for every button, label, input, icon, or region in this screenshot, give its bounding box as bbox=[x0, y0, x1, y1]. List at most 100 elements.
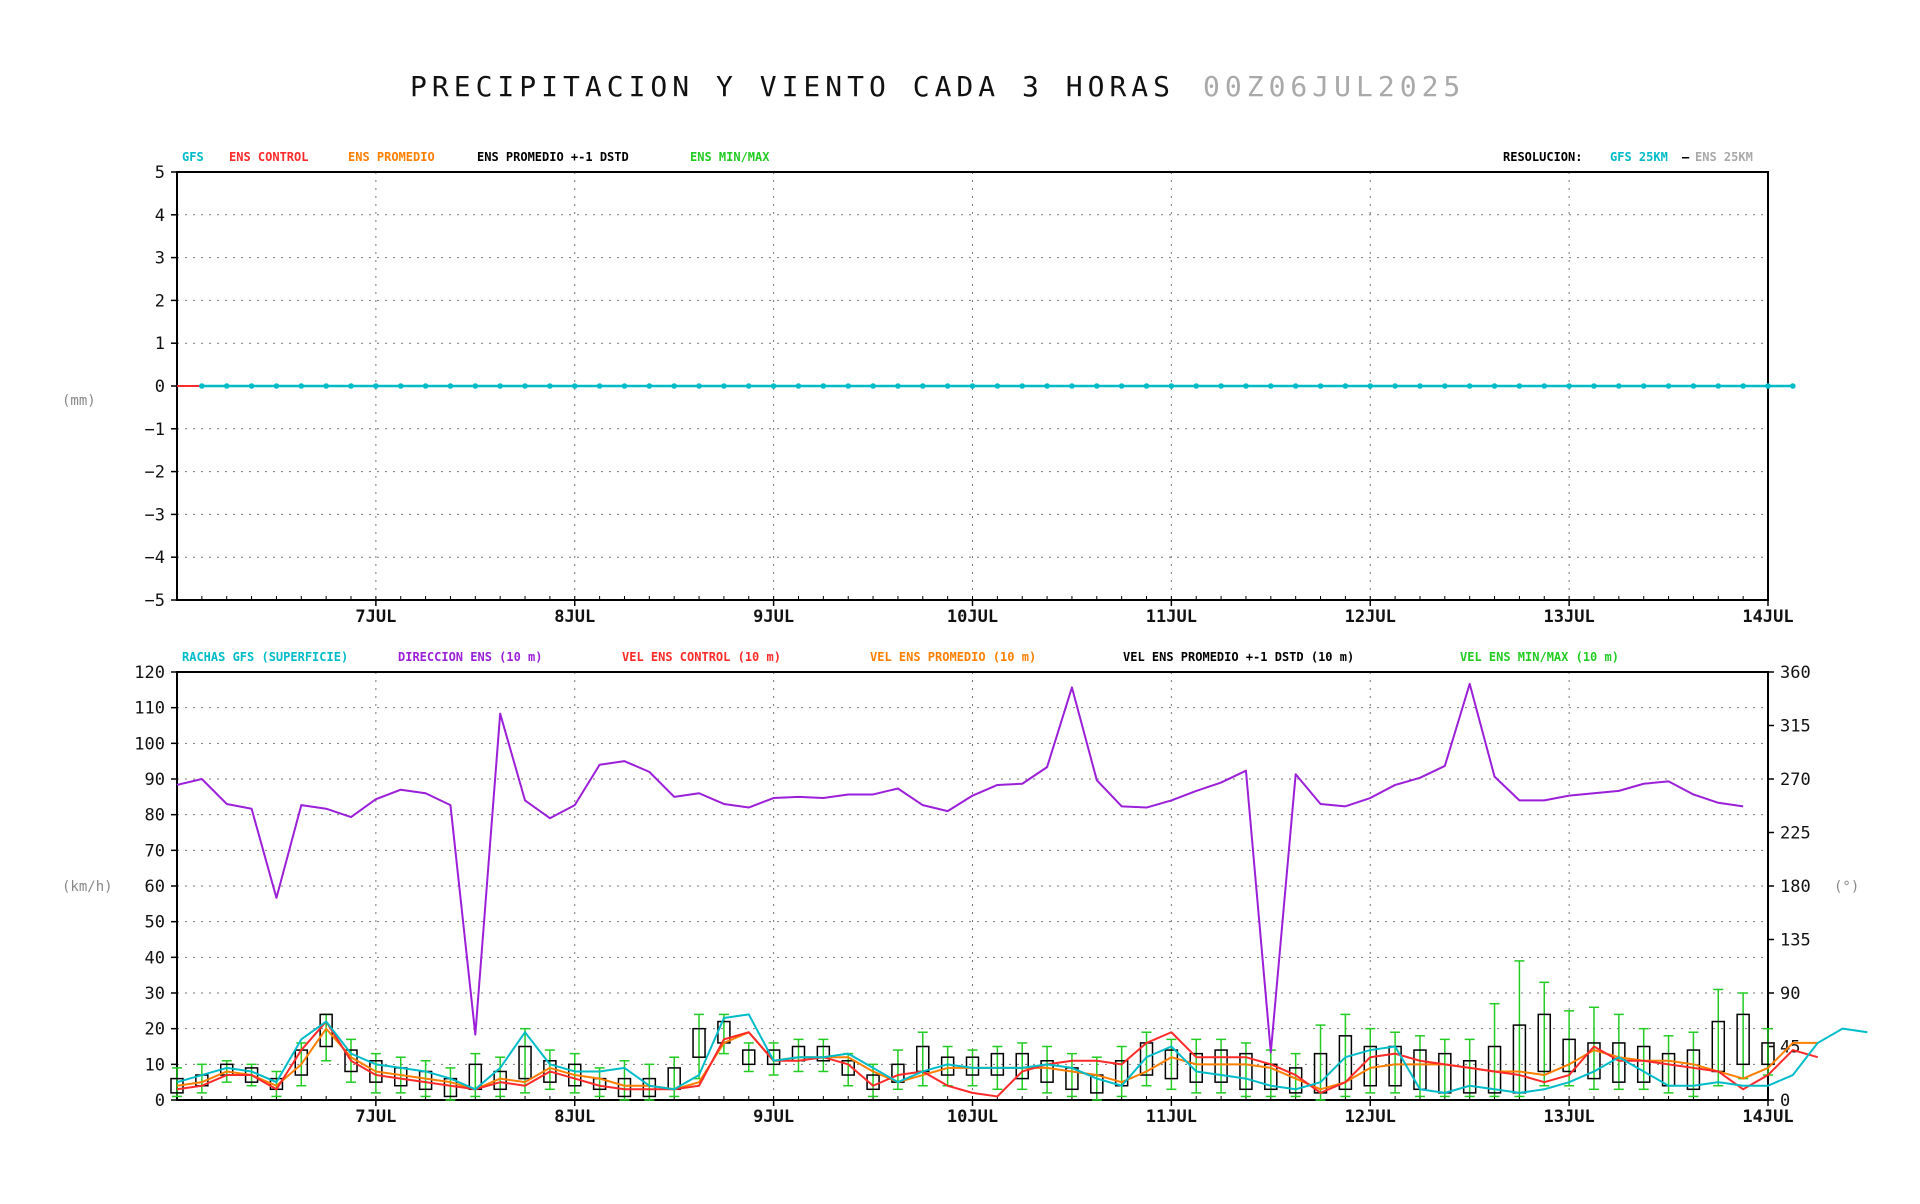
gfs-precip-point bbox=[1342, 383, 1349, 389]
std-box bbox=[1164, 1049, 1179, 1080]
gfs-precip-point bbox=[1044, 383, 1050, 389]
legend-ens-std: ENS PROMEDIO +-1 DSTD bbox=[477, 150, 629, 164]
y-tick-label: −5 bbox=[145, 591, 165, 611]
std-box bbox=[1189, 1052, 1203, 1083]
gfs-precip-point bbox=[795, 383, 802, 389]
y-tick-label: 60 bbox=[145, 877, 165, 897]
vel-control-line bbox=[176, 1020, 1818, 1098]
y-right-tick-label: 135 bbox=[1780, 931, 1811, 951]
gfs-precip-point bbox=[895, 383, 901, 389]
precipitation-panel: 5 4 3 2 1 0 −1 −2 −3 −4 −5 7JUL 8JUL 9JUL 10JUL 11JUL 12… bbox=[145, 163, 1796, 627]
gfs-precip-point bbox=[1790, 383, 1796, 389]
std-box bbox=[1537, 1013, 1552, 1073]
std-box bbox=[1612, 1042, 1626, 1083]
gfs-precip-point bbox=[820, 383, 827, 389]
wind-unit-label: (km/h) bbox=[62, 879, 113, 895]
gfs-precip-point bbox=[1715, 383, 1722, 389]
x-tick-label: 12JUL bbox=[1345, 607, 1396, 627]
gfs-precip-point bbox=[1143, 383, 1150, 389]
std-box bbox=[1761, 1042, 1775, 1066]
y-right-tick-label: 225 bbox=[1780, 824, 1811, 844]
gfs-precip-point bbox=[373, 383, 379, 389]
x-tick-label: 13JUL bbox=[1544, 607, 1595, 627]
gfs-precip-point bbox=[1690, 383, 1697, 389]
gfs-precip-point bbox=[621, 383, 628, 389]
y-tick-label: 70 bbox=[145, 841, 165, 861]
y-tick-label: 50 bbox=[145, 913, 165, 933]
std-box bbox=[841, 1060, 855, 1076]
gfs-precip-point bbox=[919, 383, 926, 389]
gfs-precip-point bbox=[223, 383, 230, 389]
gfs-precip-point bbox=[397, 383, 404, 389]
y-tick-label: 0 bbox=[155, 1091, 165, 1111]
direction-unit-label: (°) bbox=[1834, 879, 1859, 895]
chart-date: 00Z06JUL2025 bbox=[1203, 70, 1465, 103]
gfs-precip-point bbox=[1665, 383, 1672, 389]
y-right-tick-label: 270 bbox=[1780, 770, 1811, 790]
gfs-precip-point bbox=[199, 383, 205, 389]
gfs-precip-point bbox=[1268, 383, 1274, 389]
y-tick-label: −4 bbox=[145, 548, 165, 568]
x-tick-label: 14JUL bbox=[1742, 1107, 1793, 1127]
std-box bbox=[1562, 1038, 1576, 1073]
legend-resolucion: RESOLUCION: bbox=[1503, 150, 1582, 164]
std-box bbox=[692, 1027, 706, 1058]
gfs-precip-point bbox=[1442, 383, 1448, 389]
gfs-precip-point bbox=[248, 383, 255, 389]
gfs-precip-point bbox=[1765, 383, 1771, 389]
x-tick-label: 9JUL bbox=[753, 607, 794, 627]
x-tick-label: 11JUL bbox=[1146, 607, 1197, 627]
std-box bbox=[1040, 1060, 1054, 1083]
gfs-precip-point bbox=[745, 383, 752, 389]
gfs-precip-point bbox=[547, 383, 553, 389]
x-tick-label: 9JUL bbox=[753, 1107, 794, 1127]
gfs-precip-point bbox=[646, 383, 653, 389]
legend-direccion: DIRECCION ENS (10 m) bbox=[398, 650, 543, 664]
gfs-precip-point bbox=[1243, 383, 1249, 389]
precip-unit-label: (mm) bbox=[62, 393, 96, 409]
std-box bbox=[990, 1052, 1005, 1076]
gfs-precip-point bbox=[1193, 383, 1200, 389]
gfs-precip-point bbox=[1292, 383, 1299, 389]
legend-vel-minmax: VEL ENS MIN/MAX (10 m) bbox=[1460, 650, 1619, 664]
gfs-precip-point bbox=[721, 383, 727, 389]
gfs-precip-point bbox=[969, 383, 976, 389]
gfs-precip-point bbox=[1640, 383, 1647, 389]
legend-ens-minmax: ENS MIN/MAX bbox=[690, 150, 770, 164]
y-tick-label: 90 bbox=[145, 770, 165, 790]
gfs-precip-point bbox=[1392, 383, 1398, 389]
gfs-precip-point bbox=[571, 383, 578, 389]
legend-res-sep: – bbox=[1682, 150, 1690, 164]
y-tick-label: 120 bbox=[134, 663, 165, 683]
gfs-precip-point bbox=[1616, 383, 1622, 389]
legend-gfs: GFS bbox=[182, 150, 204, 164]
y-tick-label: −3 bbox=[145, 505, 165, 525]
gfs-precip-point bbox=[1591, 383, 1597, 389]
x-tick-label: 12JUL bbox=[1345, 1107, 1396, 1127]
gfs-precip-point bbox=[671, 383, 677, 389]
y-right-tick-label: 45 bbox=[1780, 1038, 1800, 1058]
gfs-precip-point bbox=[696, 383, 702, 389]
y-right-tick-label: 0 bbox=[1780, 1091, 1790, 1111]
gfs-precip-point bbox=[348, 383, 354, 389]
rachas-gfs-line bbox=[176, 1013, 1868, 1094]
gfs-precip-point bbox=[1417, 383, 1423, 389]
y-tick-label: 3 bbox=[155, 249, 165, 269]
y-tick-label: 4 bbox=[155, 206, 165, 226]
gfs-precip-point bbox=[1367, 383, 1374, 389]
gfs-precip-point bbox=[770, 383, 777, 389]
y-tick-label: 0 bbox=[155, 377, 165, 397]
y-tick-label: 2 bbox=[155, 291, 165, 311]
legend-vel-std: VEL ENS PROMEDIO +-1 DSTD (10 m) bbox=[1123, 650, 1354, 664]
std-box bbox=[766, 1049, 781, 1066]
x-tick-label: 8JUL bbox=[554, 1107, 595, 1127]
y-right-tick-label: 315 bbox=[1780, 717, 1811, 737]
std-box bbox=[1736, 1013, 1750, 1066]
gfs-precip-point bbox=[1118, 383, 1125, 389]
legend-ens-promedio: ENS PROMEDIO bbox=[348, 150, 435, 164]
y-tick-label: 30 bbox=[145, 984, 165, 1004]
gfs-precip-point bbox=[497, 383, 503, 389]
gfs-precip-point bbox=[994, 383, 1001, 389]
y-tick-label: 40 bbox=[145, 948, 165, 968]
gfs-precip-point bbox=[1516, 383, 1523, 389]
